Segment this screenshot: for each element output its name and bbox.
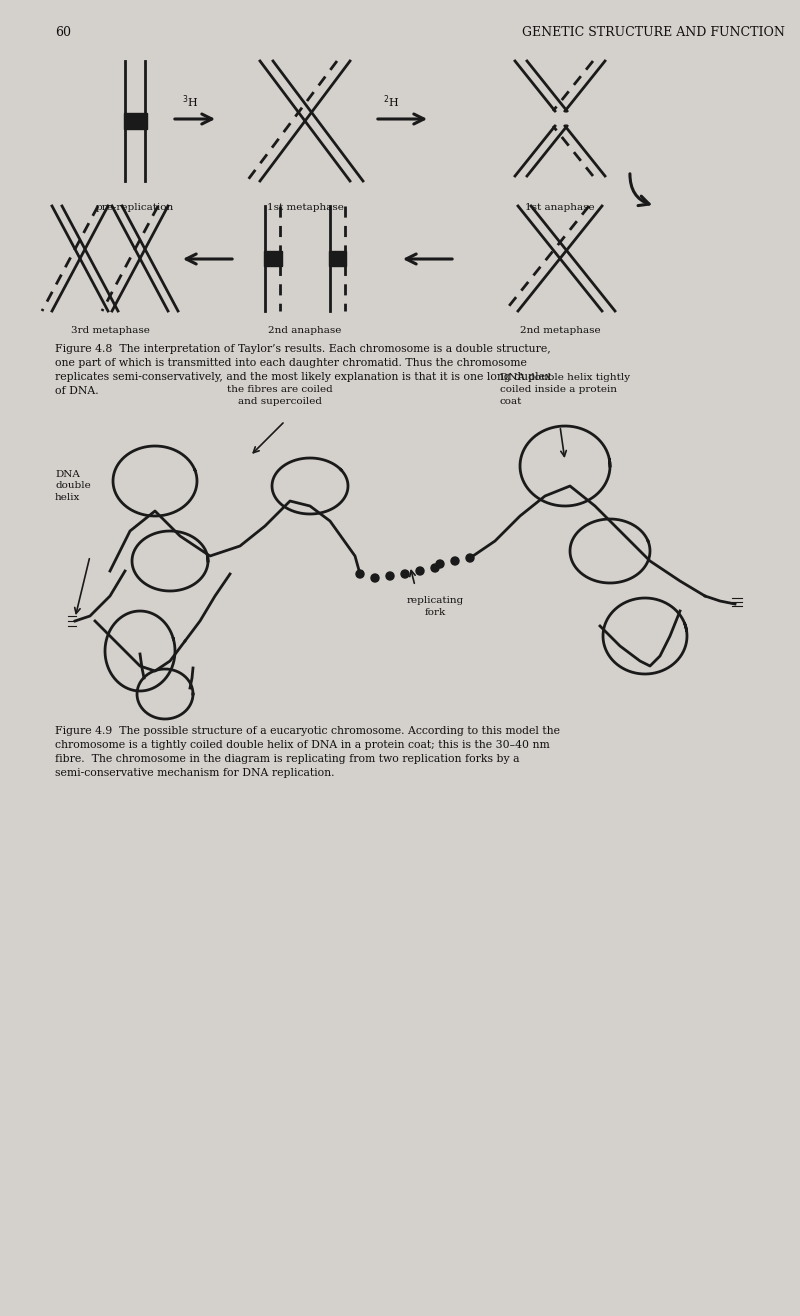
- Text: 1st metaphase: 1st metaphase: [266, 203, 343, 212]
- Circle shape: [386, 572, 394, 580]
- Text: $^3$H: $^3$H: [182, 93, 198, 111]
- Circle shape: [451, 557, 459, 565]
- Text: 1st anaphase: 1st anaphase: [525, 203, 595, 212]
- Circle shape: [431, 565, 439, 572]
- Text: 60: 60: [55, 26, 71, 39]
- Bar: [264, 251, 282, 266]
- Text: 2nd metaphase: 2nd metaphase: [520, 326, 600, 336]
- Circle shape: [356, 570, 364, 578]
- Circle shape: [401, 570, 409, 578]
- Text: GENETIC STRUCTURE AND FUNCTION: GENETIC STRUCTURE AND FUNCTION: [522, 26, 785, 39]
- Text: replicating
fork: replicating fork: [406, 596, 464, 617]
- Text: Figure 4.8  The interpretation of Taylor’s results. Each chromosome is a double : Figure 4.8 The interpretation of Taylor’…: [55, 343, 551, 396]
- Text: the fibres are coiled
and supercoiled: the fibres are coiled and supercoiled: [227, 386, 333, 407]
- Circle shape: [436, 561, 444, 569]
- Text: DNA
double
helix: DNA double helix: [55, 470, 90, 503]
- Text: $^2$H: $^2$H: [383, 93, 399, 111]
- Text: 3rd metaphase: 3rd metaphase: [70, 326, 150, 336]
- Text: 2nd anaphase: 2nd anaphase: [268, 326, 342, 336]
- Text: Figure 4.9  The possible structure of a eucaryotic chromosome. According to this: Figure 4.9 The possible structure of a e…: [55, 726, 560, 778]
- Circle shape: [371, 574, 379, 582]
- Circle shape: [416, 567, 424, 575]
- Text: pre-replication: pre-replication: [96, 203, 174, 212]
- Text: DNA double helix tightly
coiled inside a protein
coat: DNA double helix tightly coiled inside a…: [500, 374, 630, 407]
- Bar: [329, 251, 346, 266]
- Circle shape: [466, 554, 474, 562]
- Bar: [123, 113, 146, 129]
